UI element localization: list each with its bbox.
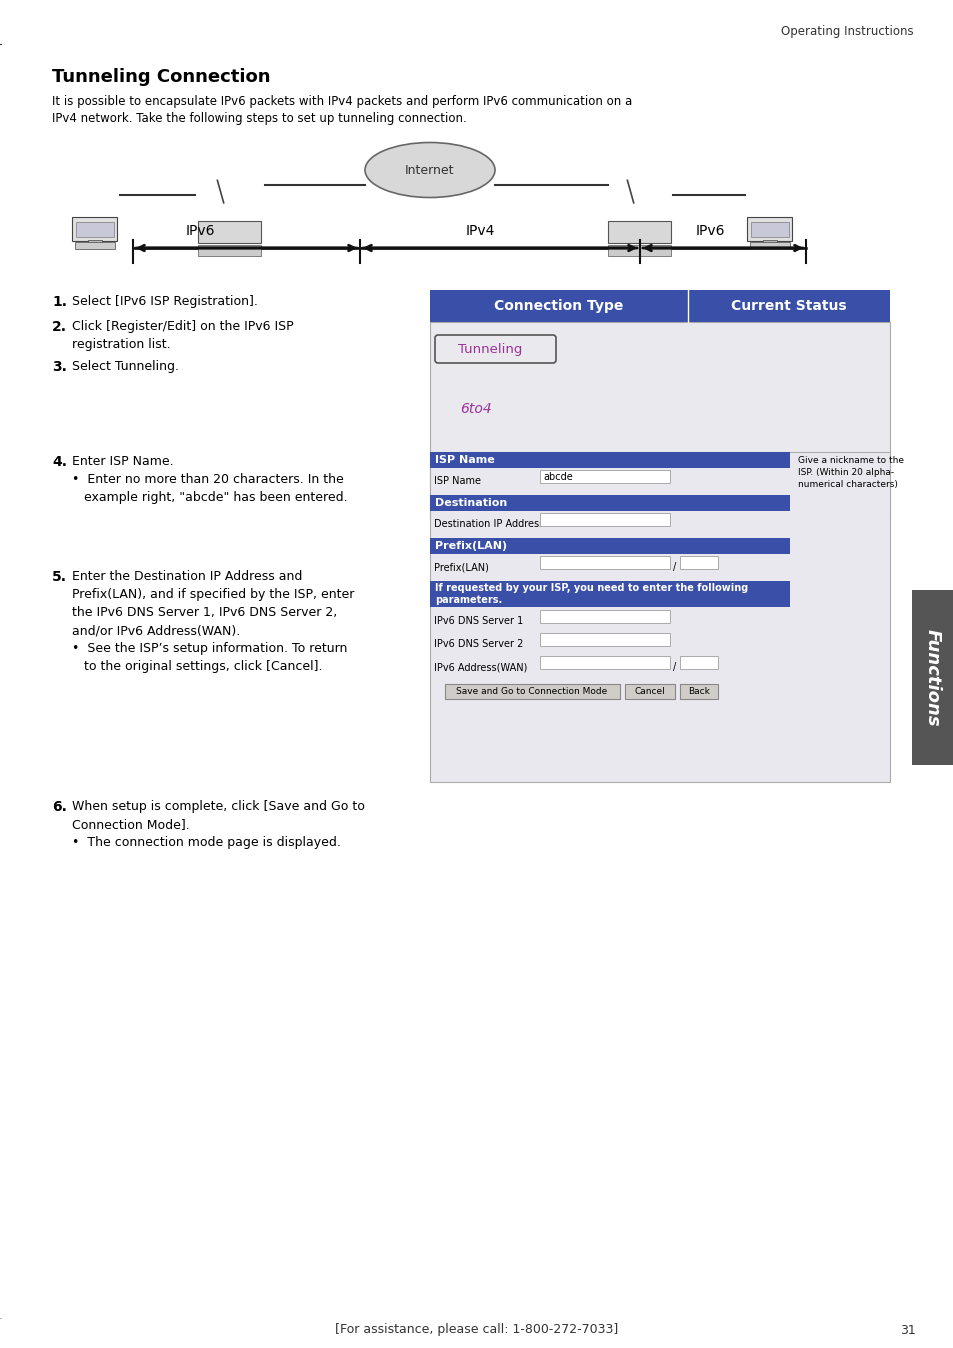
Text: Tunneling Connection: Tunneling Connection [52, 67, 271, 86]
Text: 3.: 3. [52, 360, 67, 373]
Bar [198, 245, 261, 256]
Text: Static v6: Static v6 [459, 452, 520, 466]
Text: IPv6: IPv6 [185, 224, 214, 239]
Bar [762, 240, 777, 245]
Text: 5.: 5. [52, 570, 67, 584]
Text: Enter ISP Name.
•  Enter no more than 20 characters. In the
   example right, "a: Enter ISP Name. • Enter no more than 20 … [71, 456, 347, 504]
Text: 31: 31 [900, 1324, 915, 1336]
Text: Connection Type: Connection Type [494, 299, 623, 313]
Text: ISP Name: ISP Name [435, 456, 495, 465]
Bar [539, 514, 669, 526]
Text: IPv6 DNS Server 2: IPv6 DNS Server 2 [434, 639, 523, 648]
Bar [539, 634, 669, 646]
Bar [679, 555, 718, 569]
Text: Click [Register/Edit] on the IPv6 ISP
registration list.: Click [Register/Edit] on the IPv6 ISP re… [71, 319, 294, 350]
Bar [430, 452, 889, 782]
Text: When setup is complete, click [Save and Go to
Connection Mode].
•  The connectio: When setup is complete, click [Save and … [71, 799, 364, 849]
Text: [For assistance, please call: 1-800-272-7033]: [For assistance, please call: 1-800-272-… [335, 1324, 618, 1336]
Bar [88, 240, 102, 245]
Bar [749, 243, 789, 249]
Bar [747, 217, 792, 241]
Bar [444, 683, 619, 700]
Ellipse shape [365, 143, 495, 198]
Text: 6.: 6. [52, 799, 67, 814]
Text: IPv6 Address(WAN): IPv6 Address(WAN) [434, 662, 527, 673]
Text: abcde: abcde [542, 472, 572, 483]
Text: Current Status: Current Status [730, 299, 845, 313]
Text: 4.: 4. [52, 456, 67, 469]
Bar [608, 245, 671, 256]
Text: 6to4: 6to4 [459, 402, 491, 417]
Text: IPv6 DNS Server 1: IPv6 DNS Server 1 [434, 616, 522, 625]
Bar [198, 221, 261, 244]
FancyBboxPatch shape [435, 336, 556, 363]
Bar [430, 452, 789, 468]
Text: /: / [672, 562, 676, 572]
Bar [75, 243, 114, 249]
Text: /: / [672, 662, 676, 673]
Text: Enter the Destination IP Address and
Prefix(LAN), and if specified by the ISP, e: Enter the Destination IP Address and Pre… [71, 570, 354, 673]
Bar [750, 222, 788, 237]
Text: Select [IPv6 ISP Registration].: Select [IPv6 ISP Registration]. [71, 295, 257, 307]
Text: Back: Back [687, 687, 709, 697]
Text: Destination IP Address: Destination IP Address [434, 519, 543, 528]
Bar [72, 217, 117, 241]
Text: 2.: 2. [52, 319, 67, 334]
Text: IPv6: IPv6 [695, 224, 724, 239]
Text: Destination: Destination [435, 497, 507, 508]
Bar [430, 581, 789, 607]
Bar [679, 656, 718, 669]
Bar [76, 222, 113, 237]
Bar [911, 590, 953, 766]
Text: Save and Go to Connection Mode: Save and Go to Connection Mode [456, 687, 607, 697]
Text: Cancel: Cancel [634, 687, 664, 697]
Bar [430, 322, 889, 518]
Text: Tunneling: Tunneling [457, 342, 521, 356]
Text: Prefix(LAN): Prefix(LAN) [435, 541, 507, 551]
Text: Select Tunneling.: Select Tunneling. [71, 360, 179, 373]
Text: IPv4: IPv4 [465, 224, 495, 239]
Text: 1.: 1. [52, 295, 67, 309]
Text: It is possible to encapsulate IPv6 packets with IPv4 packets and perform IPv6 co: It is possible to encapsulate IPv6 packe… [52, 94, 632, 108]
Text: Prefix(LAN): Prefix(LAN) [434, 562, 488, 572]
Bar [608, 221, 671, 244]
Text: Operating Instructions: Operating Instructions [781, 26, 913, 39]
Text: Give a nickname to the
ISP. (Within 20 alpha-
numerical characters): Give a nickname to the ISP. (Within 20 a… [797, 456, 903, 488]
Bar [430, 538, 789, 554]
Bar [539, 470, 669, 483]
Bar [430, 290, 889, 322]
Text: ISP Name: ISP Name [434, 476, 480, 487]
Bar [539, 611, 669, 623]
Bar [539, 656, 669, 669]
Bar [624, 683, 675, 700]
Text: IPv4 network. Take the following steps to set up tunneling connection.: IPv4 network. Take the following steps t… [52, 112, 466, 125]
Text: Functions: Functions [923, 628, 941, 727]
Bar [539, 555, 669, 569]
Bar [679, 683, 718, 700]
Text: If requested by your ISP, you need to enter the following
parameters.: If requested by your ISP, you need to en… [435, 584, 747, 605]
Bar [430, 495, 789, 511]
Text: Internet: Internet [405, 163, 455, 177]
